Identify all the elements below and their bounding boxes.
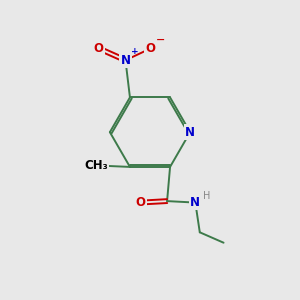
Text: N: N — [121, 54, 130, 67]
Text: +: + — [130, 47, 138, 56]
Text: −: − — [156, 35, 165, 45]
Text: O: O — [146, 42, 156, 55]
Text: N: N — [185, 126, 195, 139]
Text: O: O — [94, 42, 104, 55]
Text: H: H — [203, 191, 210, 201]
Text: O: O — [135, 196, 145, 209]
Text: CH₃: CH₃ — [84, 159, 108, 172]
Text: N: N — [190, 196, 200, 209]
